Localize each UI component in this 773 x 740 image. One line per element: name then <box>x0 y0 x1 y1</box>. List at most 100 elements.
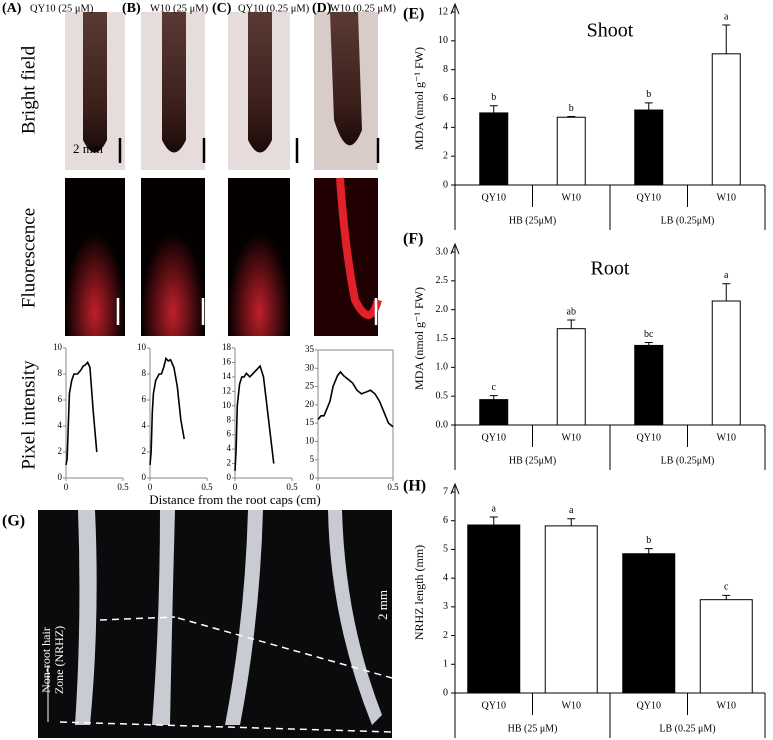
panel-label: (D) <box>312 1 332 16</box>
significance-letter: a <box>724 270 729 281</box>
column-header: QY10 (25 μM) <box>30 3 94 14</box>
y-tick-label: 0 <box>58 472 63 482</box>
intensity-line <box>317 370 394 428</box>
y-tick-label: 8 <box>142 368 147 378</box>
panel-label: (E) <box>403 6 424 23</box>
category-label: QY10 <box>637 432 661 443</box>
column-header: QY10 (0.25 μM) <box>238 3 310 14</box>
y-tick-label: 0 <box>443 179 448 190</box>
zone-label: Non-root hair <box>39 627 53 693</box>
x-tick-label: 0 <box>316 482 321 492</box>
y-tick-label: 14 <box>222 371 232 381</box>
bar <box>699 599 753 694</box>
category-label: W10 <box>717 432 736 443</box>
y-tick-label: 4 <box>227 443 232 453</box>
y-tick-label: 2 <box>443 630 448 641</box>
y-axis-label: NRHZ length (mm) <box>412 545 426 640</box>
y-tick-label: 18 <box>222 342 232 352</box>
y-tick-label: 7 <box>443 486 448 497</box>
error-bar <box>722 283 731 302</box>
significance-letter: c <box>492 382 497 393</box>
column-header: W10 (25 μM) <box>150 3 209 14</box>
x-tick-label: 0 <box>64 482 69 492</box>
root <box>162 12 186 153</box>
category-label: W10 <box>717 192 736 203</box>
root <box>248 12 272 153</box>
panel-label: (B) <box>122 1 141 16</box>
significance-letter: b <box>569 103 574 114</box>
y-tick-label: 1.5 <box>436 333 449 344</box>
error-bar <box>489 516 498 526</box>
category-label: QY10 <box>482 432 506 443</box>
y-tick-label: 1.0 <box>436 362 449 373</box>
root-glow <box>336 177 382 319</box>
y-tick-label: 10 <box>305 435 315 445</box>
significance-letter: ab <box>567 306 576 317</box>
category-label: QY10 <box>482 192 506 203</box>
bar <box>556 328 586 426</box>
y-tick-label: 0 <box>310 472 315 482</box>
significance-letter: a <box>569 505 574 516</box>
x-axis-label: Distance from the root caps (cm) <box>149 492 320 507</box>
bar <box>544 525 598 694</box>
error-bar <box>489 395 498 400</box>
axis-arrow <box>450 2 460 15</box>
y-tick-label: 2 <box>58 446 63 456</box>
bar <box>711 53 741 186</box>
y-tick-label: 2.0 <box>436 304 449 315</box>
row-label: Bright field <box>18 45 39 134</box>
y-tick-label: 16 <box>222 357 232 367</box>
category-label: W10 <box>717 700 736 711</box>
category-label: QY10 <box>482 700 506 711</box>
y-tick-label: 0 <box>443 687 448 698</box>
y-tick-label: 8 <box>443 64 448 75</box>
y-tick-label: 6 <box>443 93 448 104</box>
bar <box>479 112 509 186</box>
y-tick-label: 0.0 <box>436 419 449 430</box>
panel-label: (G) <box>2 513 25 530</box>
bar <box>711 300 741 426</box>
category-label: QY10 <box>637 192 661 203</box>
significance-letter: b <box>646 535 651 546</box>
x-tick-label: 0.5 <box>387 482 399 492</box>
panel-label: (H) <box>403 478 426 495</box>
y-tick-label: 25 <box>305 381 315 391</box>
bar <box>467 524 521 694</box>
category-label: QY10 <box>637 700 661 711</box>
bar <box>634 109 664 186</box>
y-tick-label: 10 <box>137 342 147 352</box>
y-tick-label: 6 <box>443 515 448 526</box>
fluorescence-photo <box>228 178 290 336</box>
x-tick-label: 0.5 <box>286 482 298 492</box>
chart-title: Root <box>591 258 630 280</box>
significance-letter: a <box>492 503 497 514</box>
bar <box>634 344 664 426</box>
error-bar <box>644 342 653 346</box>
y-tick-label: 10 <box>222 400 232 410</box>
intensity-line <box>65 360 98 466</box>
y-tick-label: 10 <box>53 342 63 352</box>
group-label: LB (0.25 μM) <box>659 723 715 734</box>
error-bar <box>567 116 576 118</box>
axis-arrow <box>450 242 460 255</box>
category-label: W10 <box>562 192 581 203</box>
group-label: LB (0.25μM) <box>661 455 715 466</box>
x-tick-label: 0 <box>148 482 153 492</box>
y-tick-label: 2 <box>227 458 232 468</box>
category-label: W10 <box>562 432 581 443</box>
panel-label: (C) <box>212 1 232 16</box>
y-axis-label: MDA (nmol g⁻¹ FW) <box>412 47 426 150</box>
intensity-line <box>234 364 275 471</box>
y-tick-label: 2 <box>443 150 448 161</box>
y-tick-label: 1 <box>443 659 448 670</box>
y-tick-label: 3.0 <box>436 246 449 257</box>
significance-letter: b <box>646 89 651 100</box>
chart-title: Shoot <box>587 20 634 42</box>
zone-label: Zone (NRHZ) <box>52 626 66 694</box>
y-tick-label: 8 <box>227 414 232 424</box>
significance-letter: bc <box>644 329 654 340</box>
y-tick-label: 6 <box>142 394 147 404</box>
group-label: HB (25 μM) <box>508 723 558 734</box>
group-label: LB (0.25μM) <box>661 215 715 226</box>
